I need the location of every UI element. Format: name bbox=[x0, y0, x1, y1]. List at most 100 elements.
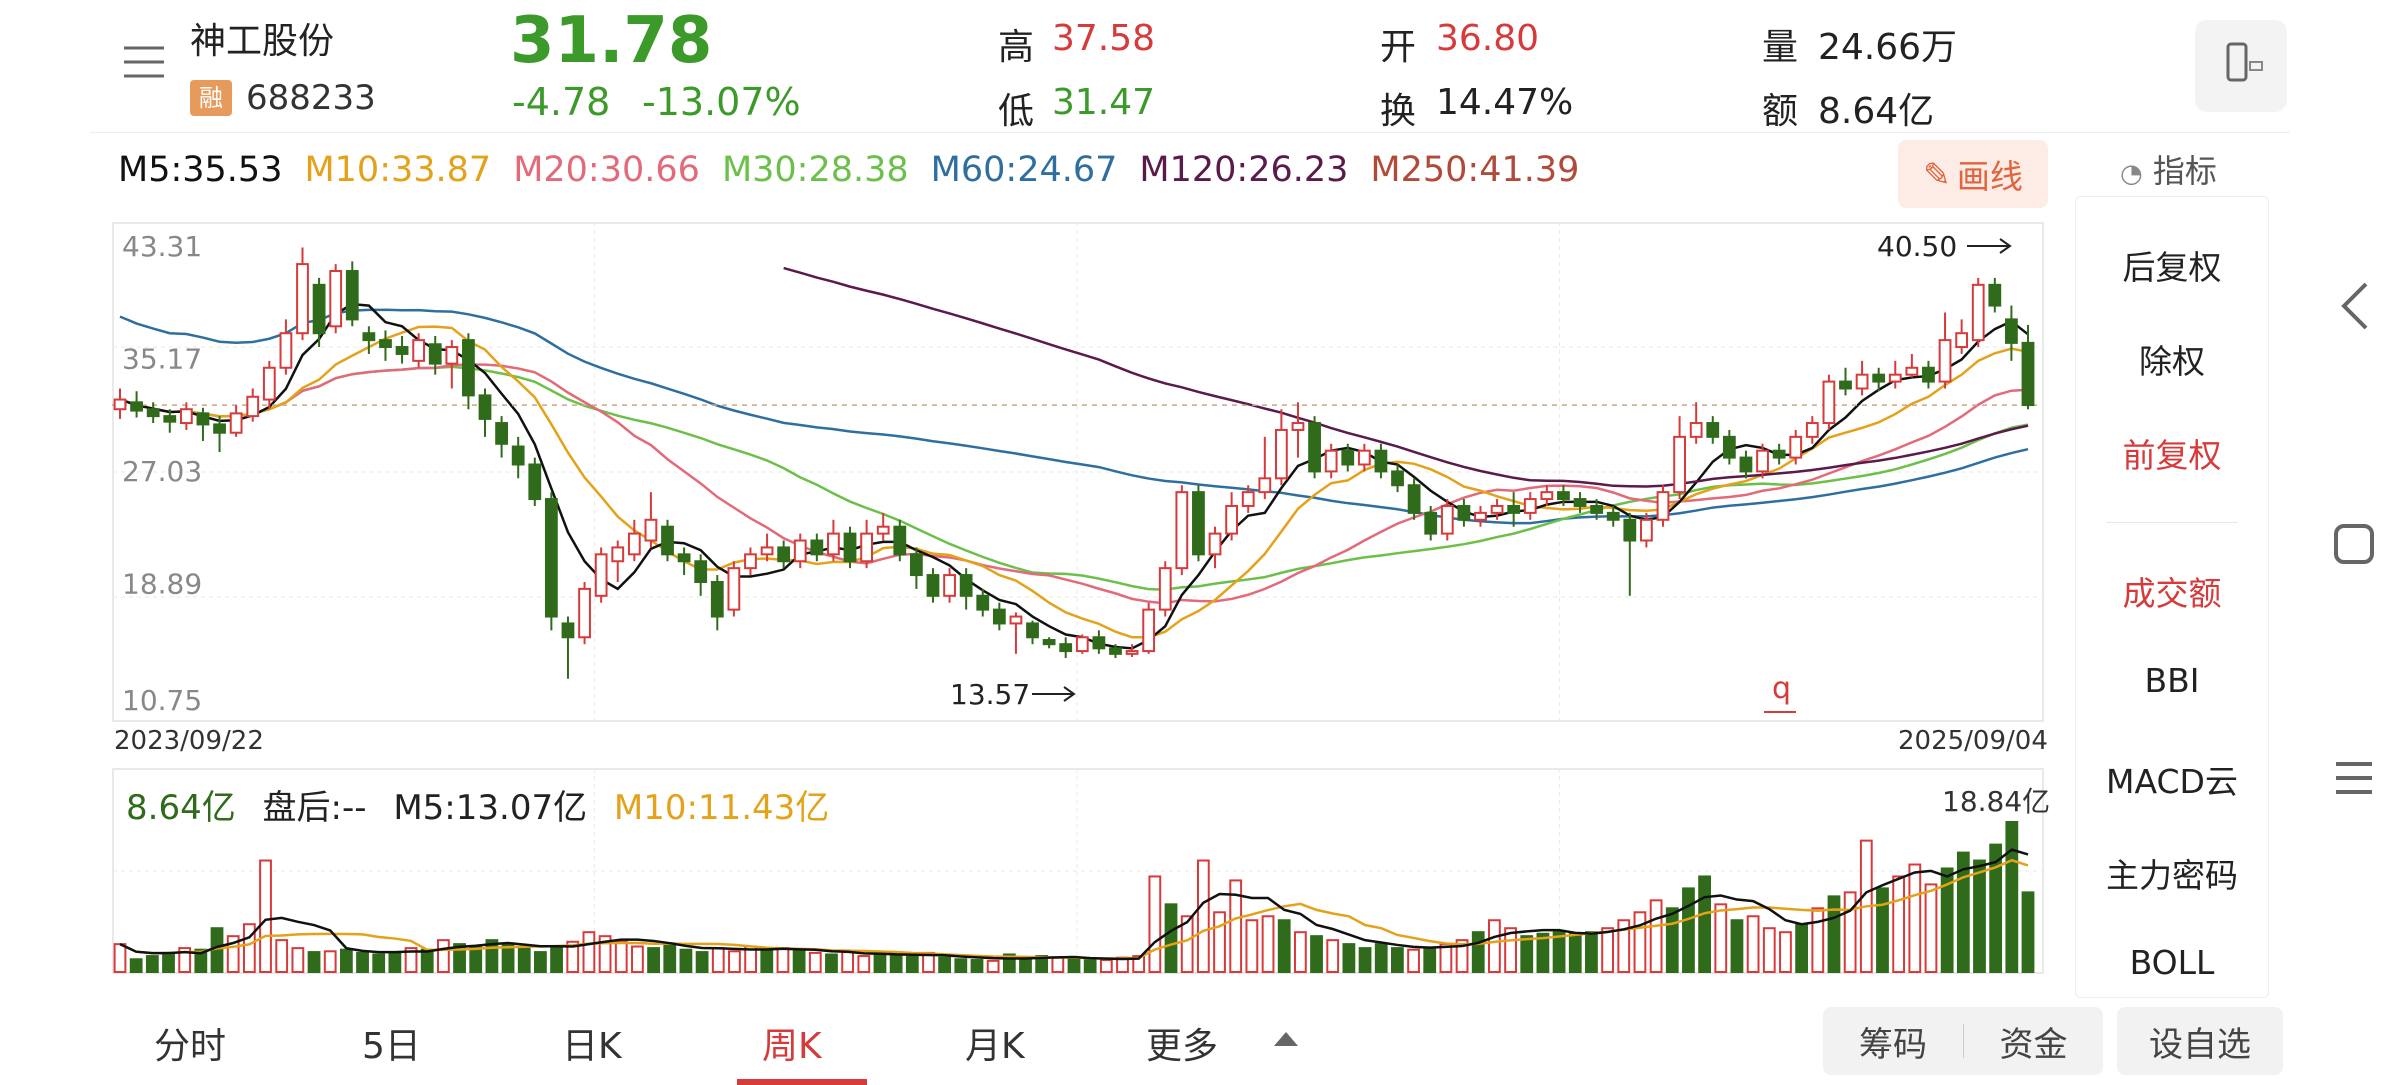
amount-bar bbox=[970, 959, 984, 974]
candle-body bbox=[1357, 449, 1371, 466]
candle-body bbox=[362, 332, 376, 342]
candle-body bbox=[992, 608, 1006, 625]
amount-bar bbox=[1310, 935, 1323, 974]
candle-body bbox=[1026, 622, 1039, 639]
amount-bar bbox=[1649, 899, 1663, 973]
amount-bar bbox=[841, 951, 855, 973]
back-icon[interactable] bbox=[2338, 280, 2372, 336]
amount-bar bbox=[1520, 935, 1534, 974]
candle-body bbox=[1606, 511, 1620, 521]
draw-line-button[interactable]: ✎ 画线 bbox=[1898, 140, 2048, 208]
amount-bar bbox=[905, 955, 919, 973]
candle-body bbox=[1125, 650, 1139, 655]
indicator-option[interactable]: 成交额 bbox=[2122, 574, 2222, 613]
stock-code: 688233 bbox=[246, 78, 376, 118]
candle-body bbox=[1922, 366, 1935, 383]
amount-bar bbox=[339, 948, 353, 973]
gauge-icon: ◔ bbox=[2120, 159, 2143, 189]
x-start-date: 2023/09/22 bbox=[114, 726, 264, 756]
home-icon[interactable] bbox=[2332, 522, 2376, 570]
tab-1[interactable]: 5日 bbox=[362, 1026, 421, 1067]
orientation-toggle-button[interactable] bbox=[2195, 20, 2287, 112]
candle-body bbox=[1158, 567, 1172, 611]
amount-bar bbox=[598, 935, 612, 974]
amount-bar bbox=[760, 948, 774, 973]
add-watchlist-button[interactable]: 设自选 bbox=[2117, 1007, 2283, 1075]
ma-legend-item: M250:41.39 bbox=[1370, 150, 1580, 190]
amount-bar bbox=[695, 951, 709, 973]
candle-body bbox=[1225, 504, 1239, 535]
amount-bar bbox=[1536, 932, 1550, 973]
tab-0[interactable]: 分时 bbox=[154, 1026, 227, 1067]
indicator-option[interactable]: 除权 bbox=[2139, 342, 2205, 381]
candle-body bbox=[113, 398, 127, 411]
ma-legend-item: M10:33.87 bbox=[304, 150, 492, 190]
amount-bar bbox=[1908, 863, 1922, 973]
menu-icon[interactable] bbox=[122, 42, 166, 82]
amount-bar bbox=[614, 940, 628, 974]
amount-bar bbox=[1617, 919, 1631, 974]
ma-line bbox=[119, 363, 2029, 605]
candle-body bbox=[1573, 498, 1587, 507]
low-value: 31.47 bbox=[1052, 82, 1156, 123]
ma-legend-item: M5:35.53 bbox=[118, 150, 283, 190]
amount-bar bbox=[1358, 947, 1372, 974]
candle-body bbox=[644, 518, 658, 542]
candle-body bbox=[412, 339, 426, 362]
candle-body bbox=[1374, 449, 1388, 473]
recents-icon[interactable] bbox=[2332, 756, 2376, 804]
tab-2[interactable]: 日K bbox=[562, 1026, 622, 1067]
chips-button[interactable]: 筹码 bbox=[1859, 1024, 1927, 1065]
amount-bar bbox=[1811, 907, 1825, 973]
candle-body bbox=[1805, 422, 1819, 438]
indicator-option[interactable]: BOLL bbox=[2129, 943, 2215, 982]
amount-chart[interactable] bbox=[112, 768, 2062, 974]
funds-button[interactable]: 资金 bbox=[1999, 1024, 2068, 1065]
candle-body bbox=[860, 532, 874, 563]
amount-max-label: 18.84亿 bbox=[1942, 785, 2051, 818]
indicator-option[interactable]: 主力密码 bbox=[2106, 856, 2238, 895]
amount-legend: 8.64亿 盘后:-- M5:13.07亿 M10:11.43亿 bbox=[126, 780, 845, 829]
amount-bar bbox=[1665, 907, 1679, 973]
tab-3[interactable]: 周K bbox=[762, 1026, 822, 1067]
amount-bar bbox=[1180, 915, 1194, 973]
candle-body bbox=[1872, 373, 1886, 383]
amount-bar bbox=[550, 945, 563, 973]
amount-bar bbox=[194, 948, 208, 973]
max-arrow-head bbox=[1999, 238, 2012, 254]
candle-body bbox=[827, 532, 840, 556]
y-tick-label: 27.03 bbox=[122, 455, 202, 488]
amount-bar bbox=[1585, 931, 1598, 974]
candle-body bbox=[2005, 318, 2018, 344]
candle-body bbox=[744, 553, 757, 570]
amount-bar bbox=[1633, 911, 1647, 973]
amount-bar bbox=[372, 953, 386, 973]
candle-body bbox=[1109, 647, 1122, 655]
indicator-button[interactable]: ◔ 指标 bbox=[2120, 146, 2217, 192]
amount-bar bbox=[145, 955, 159, 973]
amount-m10: M10:11.43亿 bbox=[613, 788, 830, 828]
candle-body bbox=[1789, 435, 1803, 459]
amount-bar bbox=[938, 956, 952, 974]
indicator-option[interactable]: BBI bbox=[2144, 661, 2200, 700]
more-caret-icon[interactable] bbox=[1272, 1030, 1300, 1052]
amount-bar bbox=[1083, 959, 1097, 974]
amount-bar bbox=[1989, 843, 2003, 973]
candle-body bbox=[594, 553, 608, 597]
amount-bar bbox=[1455, 939, 1469, 973]
amount-bar bbox=[1956, 851, 1970, 973]
amount-bar bbox=[1164, 903, 1178, 973]
indicator-option[interactable]: MACD云 bbox=[2106, 762, 2238, 801]
candle-body bbox=[1689, 422, 1703, 438]
indicator-option[interactable]: 前复权 bbox=[2122, 436, 2222, 475]
tab-4[interactable]: 月K bbox=[965, 1026, 1025, 1067]
indicator-option[interactable]: 后复权 bbox=[2122, 248, 2222, 287]
ma120-line bbox=[783, 266, 2029, 488]
tab-5[interactable]: 更多 bbox=[1146, 1026, 1219, 1067]
kline-chart[interactable]: 43.31 35.17 27.03 18.89 10.75 40.50 13.57 q bbox=[112, 222, 2062, 722]
candle-body bbox=[1673, 435, 1686, 494]
candle-body bbox=[229, 412, 243, 434]
amount-value: 8.64亿 bbox=[126, 788, 236, 828]
amount-bar bbox=[1779, 931, 1792, 974]
amount-bar bbox=[1488, 919, 1501, 974]
